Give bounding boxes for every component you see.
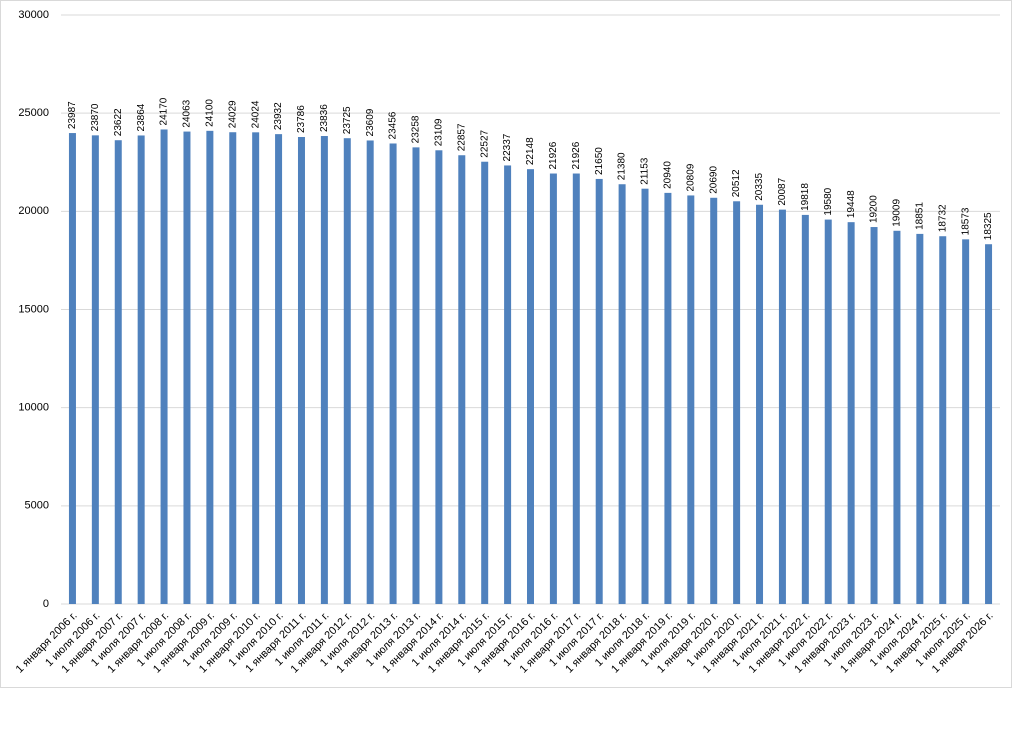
data-label: 20335 [754,173,765,201]
data-label: 23864 [136,103,147,131]
bar [641,188,649,604]
data-label: 21380 [617,152,628,180]
data-label: 18732 [937,204,948,232]
data-label: 24029 [227,100,238,128]
data-label: 22337 [502,133,513,161]
data-label: 19448 [846,190,857,218]
data-label: 22148 [525,137,536,165]
bar [664,192,672,605]
bar [183,131,191,604]
data-label: 23609 [365,108,376,136]
y-tick-label: 10000 [18,402,49,414]
bar [870,227,878,605]
bar [527,169,534,604]
data-label: 20690 [708,166,719,194]
data-label: 24170 [159,97,170,125]
data-label: 21926 [548,141,559,169]
data-label: 20809 [685,163,696,191]
bar [939,236,947,604]
data-label: 24063 [182,99,193,127]
bar [847,222,855,604]
bar [962,239,970,604]
bar [572,173,580,604]
bar [435,150,443,604]
bar [916,233,924,604]
data-label: 23870 [90,103,101,131]
bar [458,155,466,604]
y-tick-label: 30000 [18,9,49,21]
data-label: 23836 [319,104,330,132]
data-label: 22857 [456,123,467,151]
data-label: 21153 [640,157,651,185]
data-label: 23786 [296,105,307,133]
y-tick-label: 0 [43,598,49,610]
data-label: 18325 [983,212,994,240]
data-label: 24100 [205,99,216,127]
data-label: 23109 [434,118,445,146]
data-label: 23932 [273,102,284,130]
bar [91,135,99,604]
data-label: 21650 [594,147,605,175]
data-label: 23725 [342,106,353,134]
y-tick-label: 20000 [18,205,49,217]
bar [297,137,305,604]
bar [68,133,76,604]
data-label: 19200 [869,195,880,223]
data-label: 21926 [571,141,582,169]
bar [756,204,764,604]
bar [275,134,283,604]
data-label: 23258 [411,115,422,143]
bar [733,201,741,604]
data-label: 20940 [663,161,674,189]
bar [985,244,993,604]
bar [343,138,351,605]
bar [137,135,145,604]
bar [687,195,695,605]
bar [549,173,557,604]
bar [412,147,420,605]
data-label: 19818 [800,183,811,211]
data-label: 18851 [914,202,925,230]
bar [114,140,122,604]
data-label: 19009 [892,199,903,227]
bar [481,161,489,604]
bar [801,214,809,604]
data-label: 20087 [777,177,788,205]
y-tick-label: 5000 [25,500,49,512]
bar [595,178,603,604]
bar [893,230,901,604]
data-label: 23622 [113,108,124,136]
data-label: 24024 [250,100,261,128]
bar [206,130,214,604]
data-label: 18573 [960,207,971,235]
bar [824,219,832,604]
data-label: 23987 [67,101,78,129]
data-label: 22527 [479,129,490,157]
y-tick-label: 25000 [18,107,49,119]
data-label: 19580 [823,187,834,215]
bar [504,165,512,604]
bar [160,129,168,604]
bar [252,132,260,604]
data-label: 20512 [731,169,742,197]
bar [320,136,328,604]
bar [710,197,718,605]
bar [778,209,786,604]
y-tick-label: 15000 [18,303,49,315]
data-label: 23456 [388,111,399,139]
bar [389,143,397,604]
bar [366,140,374,605]
bar [229,132,237,604]
bar [618,184,626,605]
